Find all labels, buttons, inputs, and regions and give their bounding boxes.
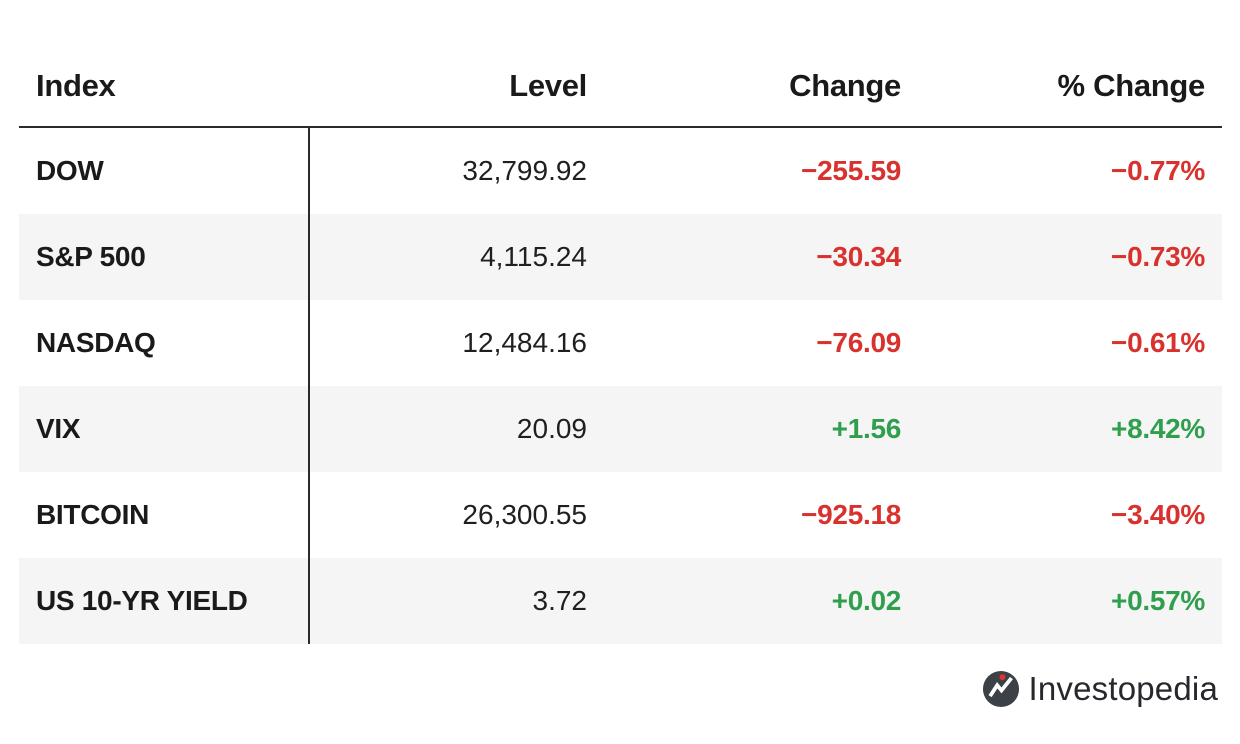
level-value: 4,115.24 (480, 241, 587, 272)
change-value: −30.34 (816, 241, 901, 272)
pct-change-value: +0.57% (1111, 585, 1205, 616)
pct-change-value: −3.40% (1111, 499, 1205, 530)
table-row: US 10-YR YIELD 3.72 +0.02 +0.57% (19, 558, 1222, 644)
level-value: 3.72 (532, 585, 588, 616)
pct-change-value: −0.77% (1111, 155, 1205, 186)
column-header-change: Change (604, 46, 918, 128)
pct-change-value: −0.61% (1111, 327, 1205, 358)
investopedia-wordmark: Investopedia (1028, 670, 1218, 707)
change-value: +1.56 (831, 413, 902, 444)
level-value: 20.09 (516, 413, 587, 444)
header-row: Index Level Change % Change (19, 46, 1222, 128)
table-row: BITCOIN 26,300.55 −925.18 −3.40% (19, 472, 1222, 558)
index-name: BITCOIN (19, 472, 310, 558)
index-name: S&P 500 (19, 214, 310, 300)
table-row: NASDAQ 12,484.16 −76.09 −0.61% (19, 300, 1222, 386)
markets-summary-table: Index Level Change % Change DOW 32,799.9… (19, 46, 1222, 644)
investopedia-circle-i-icon (982, 670, 1020, 708)
change-value: +0.02 (831, 585, 902, 616)
index-name: VIX (19, 386, 310, 472)
table-row: S&P 500 4,115.24 −30.34 −0.73% (19, 214, 1222, 300)
change-value: −255.59 (801, 155, 901, 186)
level-value: 32,799.92 (462, 155, 587, 186)
investopedia-logo: Investopedia (982, 670, 1218, 708)
index-name: US 10-YR YIELD (19, 558, 310, 644)
level-value: 12,484.16 (462, 327, 587, 358)
table-row: VIX 20.09 +1.56 +8.42% (19, 386, 1222, 472)
level-value: 26,300.55 (462, 499, 587, 530)
change-value: −76.09 (816, 327, 901, 358)
pct-change-value: −0.73% (1111, 241, 1205, 272)
column-header-pct-change: % Change (918, 46, 1222, 128)
table-row: DOW 32,799.92 −255.59 −0.77% (19, 127, 1222, 214)
column-header-index: Index (19, 46, 309, 128)
index-name: DOW (19, 127, 310, 214)
index-name: NASDAQ (19, 300, 310, 386)
column-header-level: Level (309, 46, 604, 128)
pct-change-value: +8.42% (1111, 413, 1205, 444)
change-value: −925.18 (801, 499, 901, 530)
